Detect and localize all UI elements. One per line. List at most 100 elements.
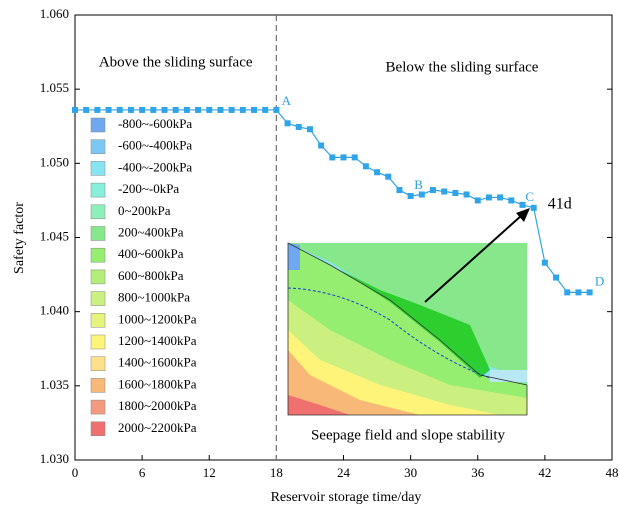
data-point	[228, 106, 235, 113]
data-point	[161, 106, 168, 113]
data-point	[497, 194, 504, 201]
data-point	[217, 106, 224, 113]
x-tick-label: 6	[139, 465, 146, 480]
x-tick-label: 12	[203, 465, 216, 480]
legend-label: -200~-0kPa	[118, 181, 179, 196]
data-point	[508, 197, 515, 204]
data-point	[575, 289, 582, 296]
data-point	[239, 106, 246, 113]
data-point	[195, 106, 202, 113]
y-tick-label: 1.030	[40, 451, 69, 466]
data-point	[150, 106, 157, 113]
data-point	[374, 169, 381, 176]
data-point	[72, 106, 78, 113]
x-tick-label: 24	[337, 465, 351, 480]
legend-swatch	[90, 269, 106, 285]
data-point	[385, 173, 392, 180]
legend-swatch	[90, 378, 106, 393]
legend-swatch	[90, 247, 106, 263]
data-point	[441, 188, 448, 195]
legend-swatch	[90, 204, 106, 220]
legend-swatch	[90, 313, 106, 328]
legend-swatch	[90, 334, 106, 350]
y-tick-label: 1.045	[40, 228, 69, 243]
legend-label: 0~200kPa	[118, 203, 171, 218]
data-point	[83, 106, 90, 113]
data-point	[139, 106, 146, 113]
legend-label: -600~-400kPa	[118, 138, 192, 153]
annotation: 41d	[548, 196, 572, 213]
region-label: Above the sliding surface	[99, 54, 253, 70]
legend-label: 1600~1800kPa	[118, 376, 197, 391]
data-point	[116, 106, 123, 113]
data-point	[430, 187, 436, 194]
data-point	[452, 190, 459, 196]
y-tick-label: 1.035	[40, 377, 69, 392]
data-point	[519, 201, 526, 208]
data-point	[206, 106, 213, 113]
x-tick-label: 18	[270, 465, 283, 480]
data-point	[318, 142, 325, 149]
x-tick-label: 0	[72, 465, 79, 480]
point-label: B	[414, 177, 423, 192]
x-tick-label: 30	[404, 465, 417, 480]
legend-swatch	[90, 399, 106, 415]
inset-caption: Seepage field and slope stability	[311, 427, 506, 443]
y-axis-title: Safety factor	[12, 202, 27, 274]
data-point	[396, 187, 403, 194]
x-tick-label: 42	[538, 465, 551, 480]
legend-swatch	[90, 421, 106, 437]
y-tick-label: 1.040	[40, 303, 69, 318]
data-point	[295, 123, 302, 130]
data-point	[172, 106, 179, 113]
legend-label: 400~600kPa	[118, 246, 184, 261]
data-point	[530, 204, 537, 211]
legend-swatch	[90, 291, 106, 306]
data-point	[407, 192, 414, 199]
data-point	[329, 154, 336, 161]
point-label: C	[525, 189, 534, 204]
region-label: Below the sliding surface	[386, 59, 539, 75]
data-point	[183, 106, 190, 113]
inset-image	[287, 208, 530, 416]
x-tick-label: 48	[606, 465, 619, 480]
y-tick-label: 1.055	[40, 80, 69, 95]
legend-label: 800~1000kPa	[118, 290, 190, 305]
legend-label: 1400~1600kPa	[118, 355, 197, 370]
legend-swatch	[90, 356, 106, 371]
data-point	[564, 289, 571, 296]
legend-label: 600~800kPa	[118, 268, 184, 283]
data-point	[127, 106, 134, 113]
data-point	[273, 106, 280, 113]
data-point	[306, 126, 313, 133]
data-point	[418, 191, 425, 198]
data-point	[463, 191, 470, 198]
point-label: A	[282, 93, 292, 108]
data-point	[262, 106, 269, 113]
legend-swatch	[90, 117, 106, 133]
data-point	[340, 154, 347, 161]
point-label: D	[595, 273, 604, 288]
x-tick-label: 36	[471, 465, 485, 480]
data-point	[541, 259, 548, 266]
legend-swatch	[90, 139, 106, 154]
legend-label: 1800~2000kPa	[118, 398, 197, 413]
data-point	[474, 197, 481, 204]
data-point	[284, 120, 291, 127]
data-point	[105, 106, 112, 113]
data-point	[553, 274, 560, 281]
legend-label: 2000~2200kPa	[118, 420, 197, 435]
legend-swatch	[90, 226, 106, 241]
data-point	[94, 106, 101, 113]
data-point	[586, 289, 593, 296]
legend-label: 1200~1400kPa	[118, 333, 197, 348]
x-axis-title: Reservoir storage time/day	[271, 490, 422, 505]
data-point	[251, 106, 257, 113]
data-point	[362, 163, 369, 170]
y-tick-label: 1.050	[40, 154, 69, 169]
legend-label: -400~-200kPa	[118, 159, 192, 174]
legend-label: 1000~1200kPa	[118, 311, 197, 326]
y-tick-label: 1.060	[40, 6, 69, 21]
legend-swatch	[90, 182, 106, 198]
